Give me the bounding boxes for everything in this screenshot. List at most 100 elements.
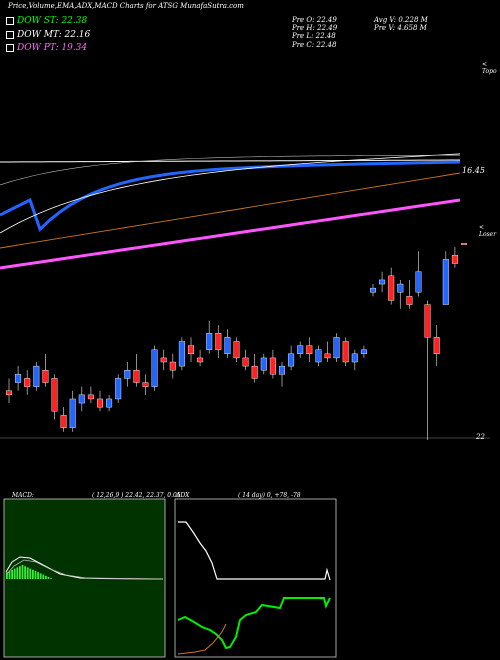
candle-body [151,349,158,387]
envelope-line-2 [0,154,461,186]
macd-histogram-bar [34,571,37,579]
macd-histogram-bar [37,572,39,579]
candle-body [397,283,404,293]
candle-body [242,357,249,367]
adx-params: ( 14 day) 0, +78, -78 [238,492,301,499]
candle-body [96,398,103,408]
macd-histogram-bar [39,573,42,579]
macd-histogram-bar [26,567,29,579]
candle-body [342,341,349,363]
candle-body [224,337,231,355]
dow-mt-line [0,159,461,163]
macd-histogram-bar [21,565,24,579]
pre-high: Pre H: 22.49 [292,24,338,32]
macd-histogram-bar [8,571,11,579]
candle-body [78,394,85,404]
macd-histogram-bar [24,566,26,579]
pre-volume: Pre V: 4.658 M [374,24,427,32]
macd-histogram-bar [6,572,8,579]
macd-histogram-bar [11,569,13,579]
candle-body [260,357,267,371]
chart-title: Price,Volume,EMA,ADX,MACD Charts for ATS… [8,2,244,10]
candle-body [406,296,413,305]
macd-histogram-bar [42,574,45,579]
candle-body [178,341,185,367]
adx-line [177,623,227,655]
candle-body [415,271,422,293]
macd-histogram-bar [50,578,52,579]
legend-swatch [6,16,14,25]
pre-open: Pre O: 22.49 [292,16,337,24]
candle-body [133,370,140,383]
candle-body [115,378,122,400]
candle-body [433,337,440,355]
dow-pt-line [0,198,461,270]
candle-body [461,243,468,245]
candle-body [215,333,222,350]
legend-dow-mt: DOW MT: 22.16 [6,30,90,40]
topo-label: < Topo [482,61,497,75]
macd-params: ( 12,26,9 ) 22.42, 22.37, 0.05 [92,492,181,499]
macd-histogram-bar [16,567,19,579]
candle-body [451,255,458,264]
candle-body [197,357,204,363]
macd-histogram-bar [19,566,21,579]
candle-body [315,349,322,363]
macd-histogram-bar [45,575,47,579]
pre-low: Pre L: 22.48 [292,32,336,40]
legend-dow-pt-label: DOW PT: 19.34 [17,43,88,53]
legend-swatch [6,30,14,39]
candle-body [187,345,194,355]
ema-value-label: 16.45 [462,166,485,175]
loser-label: < Loser [479,224,497,238]
adx-header: ADX [176,492,190,499]
adx-panel [174,498,337,658]
candle-body [288,353,295,367]
candle-body [106,398,113,408]
macd-histogram-bar [29,568,32,579]
minus-di-line [177,597,331,650]
macd-histogram-bar [32,569,34,579]
candle-body [251,365,258,379]
avg-volume: Avg V: 0.228 M [374,16,428,24]
ema-long-line [0,172,461,249]
macd-histogram-bar [13,568,16,579]
candle-body [424,304,431,338]
legend-dow-pt: DOW PT: 19.34 [6,43,87,53]
candle-body [24,378,31,387]
macd-histogram-bar [47,577,50,579]
candle-body [60,415,67,428]
macd-signal-line [5,559,164,580]
candle-body [279,365,286,375]
legend-dow-st-label: DOW ST: 22.38 [17,16,88,26]
candle-body [360,349,367,355]
plus-di-line [178,521,331,581]
candle-body [370,287,377,293]
candle-body [324,353,331,359]
candle-body [42,370,49,383]
candle-body [379,279,386,285]
candle-body [169,361,176,371]
legend-dow-st: DOW ST: 22.38 [6,16,87,26]
candle-body [5,390,12,396]
macd-header: MACD: [12,492,34,499]
candle-body [442,259,449,305]
dow-st-line [0,160,461,232]
envelope-line-1 [0,153,461,234]
price-level-label: 22 [476,433,485,441]
candle-body [160,357,167,363]
candle-body [233,341,240,359]
candle-body [124,370,131,379]
candle-body [388,275,395,301]
candle-body [69,398,76,428]
candle-body [206,333,213,350]
legend-swatch [6,43,14,52]
candle-body [51,378,58,412]
candle-body [15,374,22,383]
candle-body [87,394,94,400]
pre-close: Pre C: 22.48 [292,41,337,49]
candle-body [333,337,340,359]
legend-dow-mt-label: DOW MT: 22.16 [17,30,91,40]
candle-body [269,357,276,375]
